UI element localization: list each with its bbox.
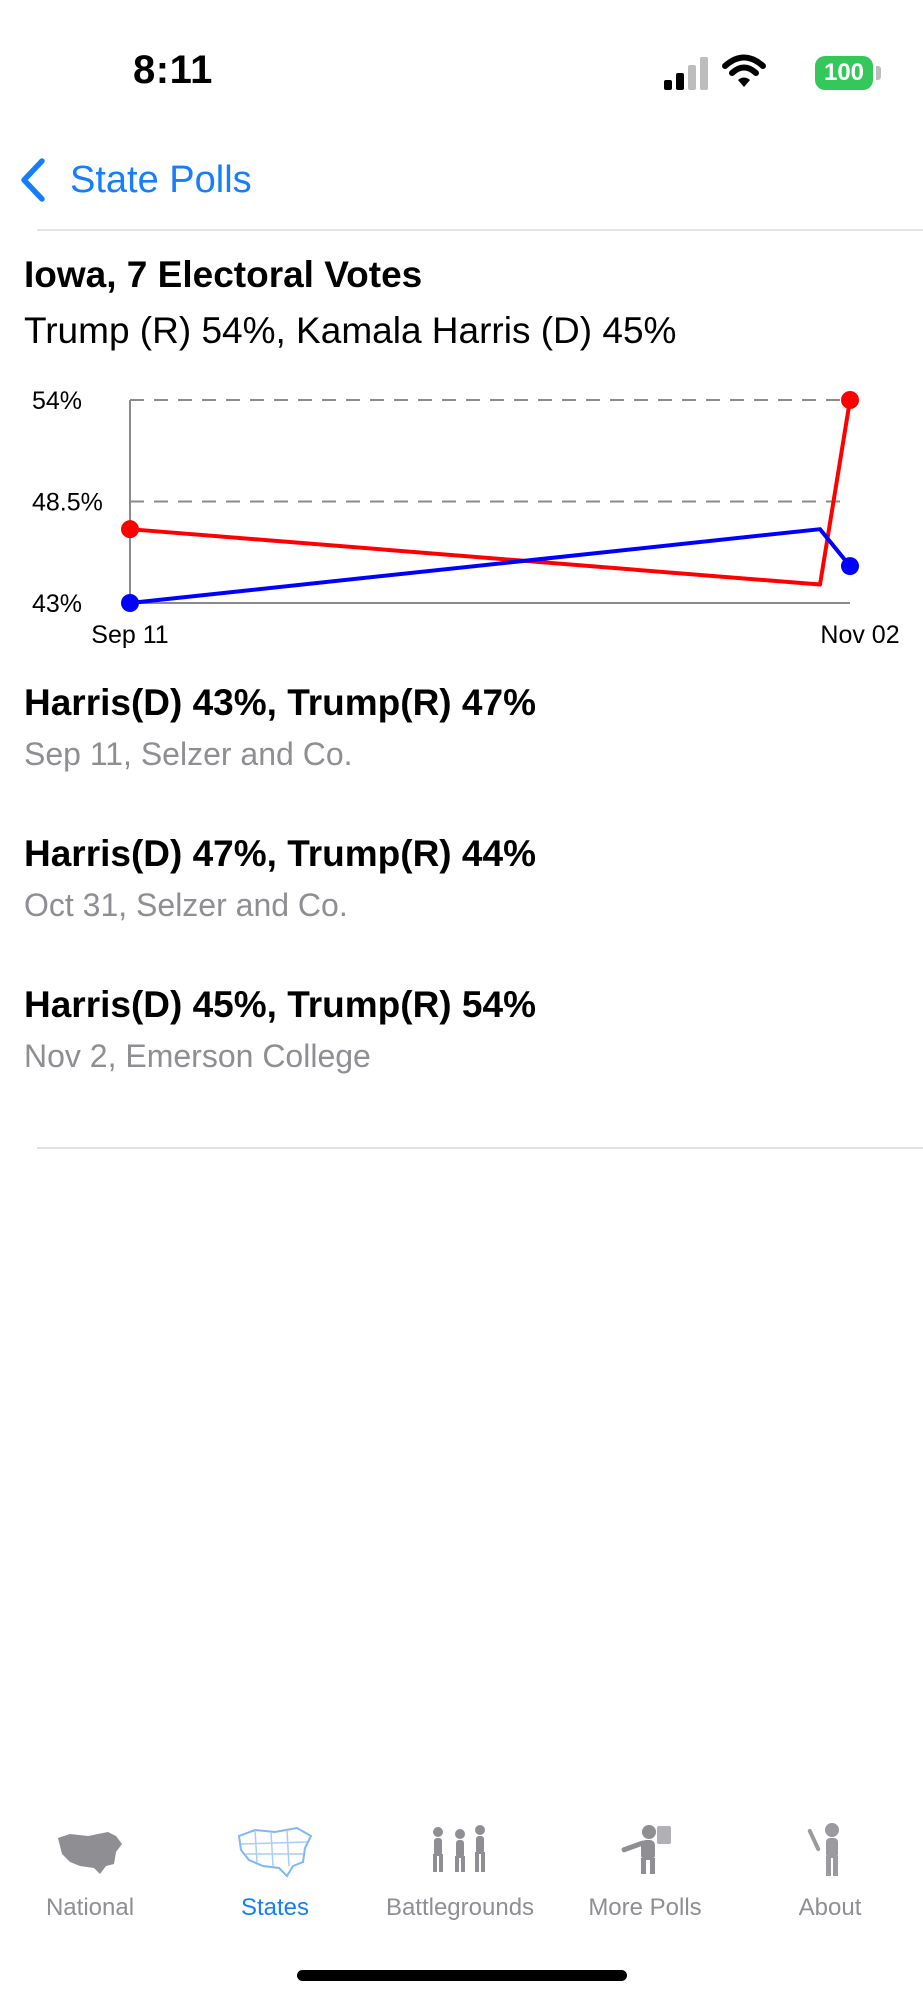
x-tick-label: Nov 02 <box>820 621 899 649</box>
data-point <box>841 557 859 576</box>
tab-national[interactable]: National <box>0 1810 180 1930</box>
states-map-icon <box>237 1826 313 1878</box>
y-tick-label: 48.5% <box>32 489 103 517</box>
poll-result: Harris(D) 45%, Trump(R) 54% <box>24 984 536 1025</box>
poll-item[interactable]: Harris(D) 47%, Trump(R) 44% Oct 31, Selz… <box>24 833 884 924</box>
poll-item[interactable]: Harris(D) 43%, Trump(R) 47% Sep 11, Selz… <box>24 682 884 773</box>
data-point <box>841 391 859 409</box>
gridlines <box>130 399 850 503</box>
poll-meta: Oct 31, Selzer and Co. <box>24 887 348 923</box>
data-point <box>121 594 139 612</box>
back-button-label: State Polls <box>70 158 252 201</box>
data-point <box>121 520 139 539</box>
state-summary: Trump (R) 54%, Kamala Harris (D) 45% <box>24 310 677 351</box>
tab-states[interactable]: States <box>185 1810 365 1930</box>
tab-battlegrounds[interactable]: Battlegrounds <box>370 1810 550 1930</box>
chevron-left-icon <box>21 158 45 202</box>
status-icons: 100 <box>660 52 881 96</box>
poll-result: Harris(D) 47%, Trump(R) 44% <box>24 833 536 874</box>
y-axis-labels: 54% 48.5% 43% <box>32 387 103 618</box>
poll-result: Harris(D) 43%, Trump(R) 47% <box>24 682 536 723</box>
series-group <box>121 391 859 612</box>
tab-about[interactable]: About <box>740 1810 920 1930</box>
more-polls-icon <box>621 1825 671 1874</box>
battery-cap <box>876 66 881 80</box>
tab-label: Battlegrounds <box>385 1894 535 1921</box>
poll-item[interactable]: Harris(D) 45%, Trump(R) 54% Nov 2, Emers… <box>24 984 884 1075</box>
wifi-icon <box>722 54 766 87</box>
series-line <box>129 399 852 587</box>
poll-meta: Sep 11, Selzer and Co. <box>24 736 353 772</box>
poll-meta: Nov 2, Emerson College <box>24 1038 371 1074</box>
x-axis-labels: Sep 11 Nov 02 <box>91 621 899 649</box>
cellular-signal-icon <box>664 57 708 90</box>
us-map-icon <box>58 1832 122 1874</box>
state-title: Iowa, 7 Electoral Votes <box>24 254 423 295</box>
battery-icon: 100 <box>815 56 873 90</box>
tab-label: About <box>798 1894 862 1921</box>
header-divider <box>37 229 923 231</box>
tab-label: States <box>240 1894 310 1921</box>
poll-chart: 54% 48.5% 43% Sep 11 Nov 02 <box>32 387 900 649</box>
home-indicator <box>297 1970 627 1981</box>
back-button[interactable]: State Polls <box>18 152 252 208</box>
about-icon <box>807 1823 839 1876</box>
status-time: 8:11 <box>133 48 213 92</box>
tab-bar: National States Battlegrounds <box>0 1810 923 1930</box>
tab-label: More Polls <box>588 1894 702 1921</box>
y-tick-label: 54% <box>32 387 82 415</box>
x-tick-label: Sep 11 <box>91 621 168 649</box>
list-divider <box>37 1147 923 1149</box>
tab-label: National <box>45 1894 135 1921</box>
tab-more-polls[interactable]: More Polls <box>555 1810 735 1930</box>
y-tick-label: 43% <box>32 590 82 618</box>
series-line <box>129 527 852 605</box>
battlegrounds-icon <box>433 1825 485 1872</box>
